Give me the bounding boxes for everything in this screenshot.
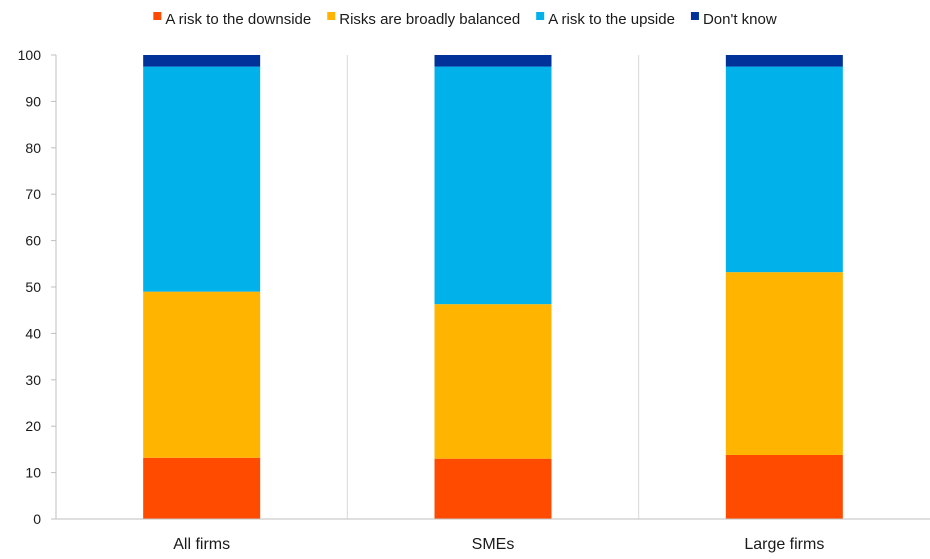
legend-swatch-risks-are-broadly-balanced bbox=[327, 12, 336, 20]
bar-risks-are-broadly-balanced-large-firms bbox=[725, 272, 843, 455]
x-tick-label: Large firms bbox=[744, 536, 824, 553]
legend-swatch-a-risk-to-the-downside bbox=[153, 12, 162, 20]
bar-a-risk-to-the-downside-all-firms bbox=[143, 457, 261, 519]
y-axis: 0 10 20 30 40 50 60 70 80 90 100 bbox=[18, 47, 57, 527]
bar-don-t-know-smes bbox=[434, 55, 552, 67]
bar-a-risk-to-the-upside-large-firms bbox=[725, 66, 843, 273]
y-tick-label: 70 bbox=[25, 186, 41, 202]
bar-a-risk-to-the-upside-all-firms bbox=[143, 66, 261, 292]
legend-swatch-don-t-know bbox=[690, 12, 699, 20]
y-tick-label: 0 bbox=[33, 511, 41, 527]
bar-don-t-know-all-firms bbox=[143, 55, 261, 67]
y-tick-label: 40 bbox=[25, 325, 41, 341]
legend-label: Don't know bbox=[703, 11, 777, 28]
bar-a-risk-to-the-downside-large-firms bbox=[725, 454, 843, 519]
bar-risks-are-broadly-balanced-all-firms bbox=[143, 291, 261, 458]
x-tick-label: SMEs bbox=[472, 536, 515, 553]
y-tick-label: 90 bbox=[25, 93, 41, 109]
legend-label: Risks are broadly balanced bbox=[339, 11, 520, 28]
bar-risks-are-broadly-balanced-smes bbox=[434, 304, 552, 459]
legend-swatch-a-risk-to-the-upside bbox=[536, 12, 545, 20]
y-tick-label: 80 bbox=[25, 140, 41, 156]
bar-a-risk-to-the-downside-smes bbox=[434, 458, 552, 519]
legend-label: A risk to the upside bbox=[548, 11, 675, 28]
bar-a-risk-to-the-upside-smes bbox=[434, 66, 552, 305]
y-tick-label: 30 bbox=[25, 372, 41, 388]
y-tick-label: 50 bbox=[25, 279, 41, 295]
bar-don-t-know-large-firms bbox=[725, 55, 843, 67]
x-tick-label: All firms bbox=[173, 536, 230, 553]
y-tick-label: 100 bbox=[18, 47, 42, 63]
x-axis: All firms SMEs Large firms bbox=[56, 518, 930, 553]
y-tick-label: 20 bbox=[25, 418, 41, 434]
y-tick-label: 10 bbox=[25, 465, 41, 481]
legend-label: A risk to the downside bbox=[165, 11, 311, 28]
legend: A risk to the downside Risks are broadly … bbox=[153, 11, 777, 28]
bars bbox=[143, 55, 843, 519]
y-tick-label: 60 bbox=[25, 233, 41, 249]
grid bbox=[346, 55, 640, 519]
